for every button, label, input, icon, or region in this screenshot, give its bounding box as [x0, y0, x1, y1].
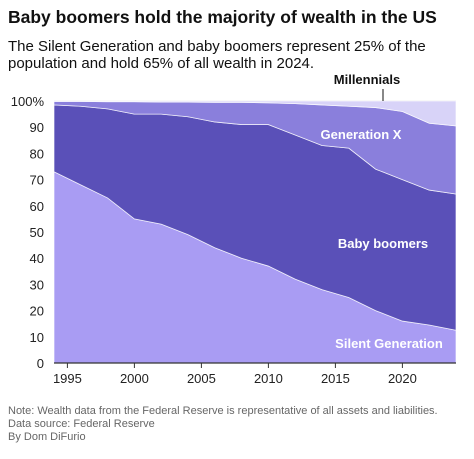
y-tick-label: 90	[30, 120, 44, 135]
x-tick-label: 1995	[53, 371, 82, 386]
y-tick-label: 100%	[11, 94, 45, 109]
y-tick-label: 80	[30, 146, 44, 161]
notes: Note: Wealth data from the Federal Reser…	[8, 405, 470, 444]
y-tick-label: 40	[30, 251, 44, 266]
series-label: Generation X	[321, 127, 402, 142]
chart-title: Baby boomers hold the majority of wealth…	[8, 7, 437, 27]
y-tick-label: 20	[30, 304, 44, 319]
series-label: Silent Generation	[335, 336, 443, 351]
source: Data source: Federal Reserve	[8, 418, 155, 430]
y-tick-label: 60	[30, 199, 44, 214]
y-tick-label: 30	[30, 277, 44, 292]
x-tick-label: 2005	[187, 371, 216, 386]
y-tick-label: 0	[37, 356, 44, 371]
series-label: Baby boomers	[338, 236, 428, 251]
series-label: Millennials	[334, 72, 400, 87]
y-tick-label: 10	[30, 330, 44, 345]
x-tick-label: 2015	[321, 371, 350, 386]
note: Note: Wealth data from the Federal Reser…	[8, 405, 438, 417]
y-tick-label: 70	[30, 173, 44, 188]
area	[53, 100, 457, 127]
x-tick-label: 2020	[388, 371, 417, 386]
x-tick-label: 2000	[120, 371, 149, 386]
chart-subtitle: The Silent Generation and baby boomers r…	[8, 38, 426, 72]
y-tick-label: 50	[30, 225, 44, 240]
x-tick-label: 2010	[254, 371, 283, 386]
author: By Dom DiFurio	[8, 431, 86, 443]
